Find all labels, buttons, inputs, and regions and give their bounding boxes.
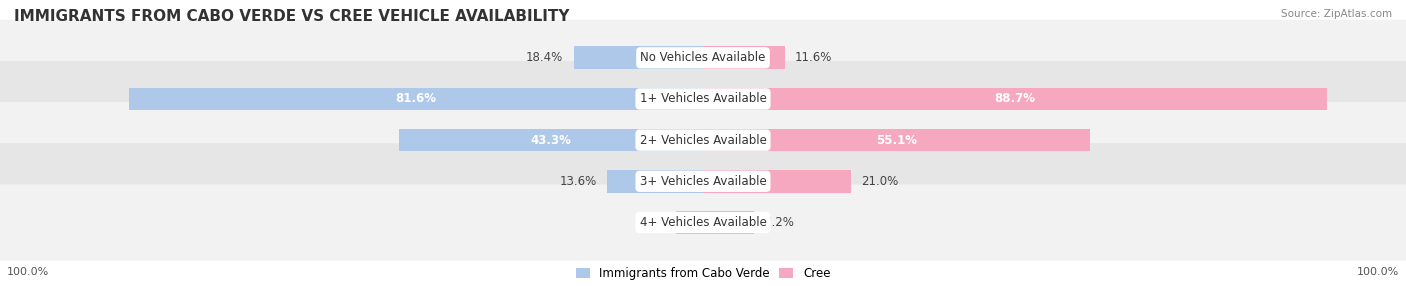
Text: 100.0%: 100.0% bbox=[7, 267, 49, 277]
Text: 3.8%: 3.8% bbox=[636, 216, 666, 229]
FancyBboxPatch shape bbox=[0, 143, 1406, 219]
Text: 3+ Vehicles Available: 3+ Vehicles Available bbox=[640, 175, 766, 188]
Bar bbox=[703, 129, 1091, 152]
Bar bbox=[399, 129, 703, 152]
Text: No Vehicles Available: No Vehicles Available bbox=[640, 51, 766, 64]
Text: 2+ Vehicles Available: 2+ Vehicles Available bbox=[640, 134, 766, 147]
Bar bbox=[703, 46, 785, 69]
Bar bbox=[703, 170, 851, 193]
Bar bbox=[129, 88, 703, 110]
Text: 13.6%: 13.6% bbox=[560, 175, 596, 188]
Bar bbox=[703, 211, 754, 234]
Text: 1+ Vehicles Available: 1+ Vehicles Available bbox=[640, 92, 766, 106]
Text: 43.3%: 43.3% bbox=[530, 134, 571, 147]
Legend: Immigrants from Cabo Verde, Cree: Immigrants from Cabo Verde, Cree bbox=[575, 267, 831, 280]
Text: 7.2%: 7.2% bbox=[765, 216, 794, 229]
Text: 55.1%: 55.1% bbox=[876, 134, 917, 147]
Text: 11.6%: 11.6% bbox=[796, 51, 832, 64]
Bar bbox=[676, 211, 703, 234]
Text: 4+ Vehicles Available: 4+ Vehicles Available bbox=[640, 216, 766, 229]
Text: IMMIGRANTS FROM CABO VERDE VS CREE VEHICLE AVAILABILITY: IMMIGRANTS FROM CABO VERDE VS CREE VEHIC… bbox=[14, 9, 569, 23]
Bar bbox=[607, 170, 703, 193]
Text: 88.7%: 88.7% bbox=[994, 92, 1035, 106]
FancyBboxPatch shape bbox=[0, 184, 1406, 261]
FancyBboxPatch shape bbox=[0, 20, 1406, 96]
Bar bbox=[703, 88, 1327, 110]
Text: 21.0%: 21.0% bbox=[860, 175, 898, 188]
FancyBboxPatch shape bbox=[0, 61, 1406, 137]
Text: 18.4%: 18.4% bbox=[526, 51, 564, 64]
FancyBboxPatch shape bbox=[0, 102, 1406, 178]
Bar bbox=[574, 46, 703, 69]
Text: 81.6%: 81.6% bbox=[395, 92, 437, 106]
Text: Source: ZipAtlas.com: Source: ZipAtlas.com bbox=[1281, 9, 1392, 19]
Text: 100.0%: 100.0% bbox=[1357, 267, 1399, 277]
